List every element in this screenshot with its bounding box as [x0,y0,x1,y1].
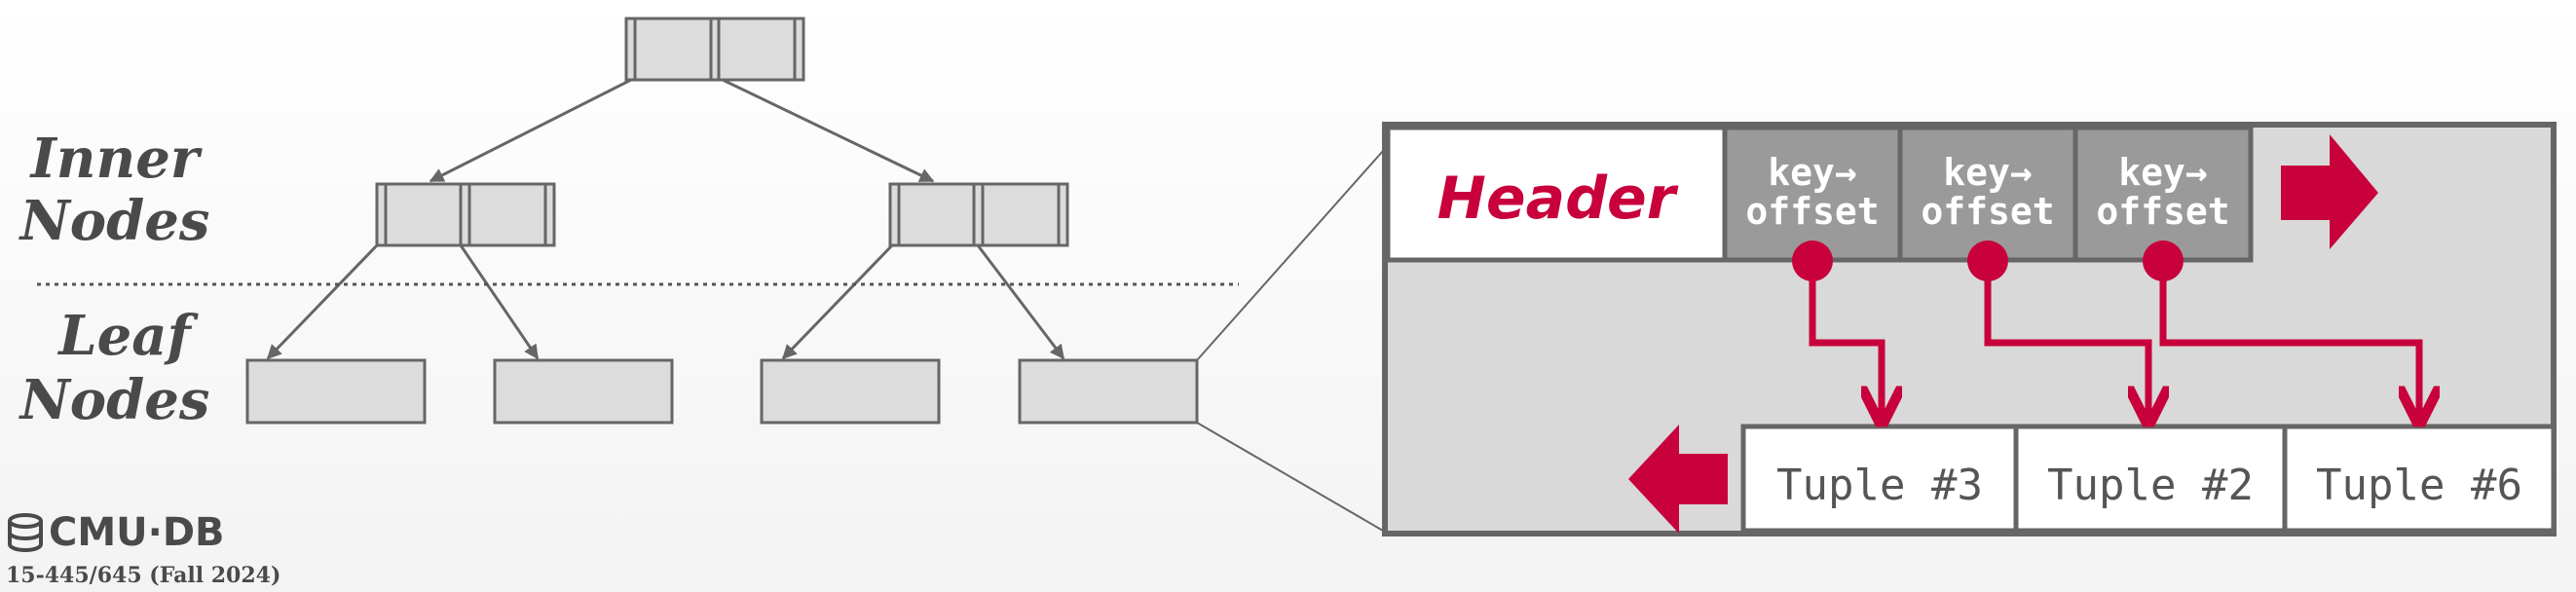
leaf-nodes [245,358,1199,425]
slot-offset-label: offset [1745,190,1879,233]
slot-key-label: key→ [2118,151,2208,194]
tuple-growth-arrow-icon [1628,425,1728,534]
logo-text: CMU·DB [49,510,225,555]
tree-edges [266,78,1065,360]
slot-pointer-dots [1792,240,2184,281]
leaf-label-line1: Leaf [56,304,199,368]
pointer-slot2-tuple2 [1984,261,2148,419]
slot-key-label: key→ [1943,151,2033,194]
root-node [624,17,805,82]
edge-inner1-leaf1 [266,243,379,360]
edge-inner1-leaf2 [459,244,540,360]
inner-label-line1: Inner [29,127,203,191]
leaf-node [760,358,941,425]
edge-root-left [429,78,632,183]
zoom-line-bottom [1196,422,1384,532]
slot-offset-label: offset [1921,190,2054,233]
slot-pointers [1809,261,2419,419]
edge-inner2-leaf3 [781,243,894,360]
leaf-page: Header key→ offset key→ offset key→ offs… [1382,122,2557,536]
pointer-slot3-tuple6 [2159,261,2419,419]
slot-growth-arrow-icon [2281,134,2378,249]
tuple-area: Tuple #3 Tuple #2 Tuple #6 [1740,424,2557,534]
leaf-node [245,358,427,425]
inner-node-left [375,182,556,247]
leaf-node [1018,358,1199,425]
zoom-line-top [1196,150,1384,361]
cmu-db-logo: CMU·DB [6,510,225,555]
tuple-label: Tuple #6 [2316,461,2522,510]
tuple-label: Tuple #2 [2047,461,2254,510]
edge-inner2-leaf4 [976,244,1065,360]
pointer-slot1-tuple3 [1809,261,1882,419]
course-label: 15-445/645 (Fall 2024) [6,563,281,588]
slot-cell [2072,125,2254,263]
inner-label-line2: Nodes [19,189,210,253]
slot-key-label: key→ [1768,151,1857,194]
pointer-dot [1792,240,1833,281]
pointer-dot [2143,240,2184,281]
slot-array: key→ offset key→ offset key→ offset [1722,125,2254,263]
tuple-label: Tuple #3 [1776,461,1983,510]
edge-root-right [722,78,935,183]
pointer-dot [1967,240,2008,281]
slot-offset-label: offset [2096,190,2229,233]
tuple-cell [2013,424,2288,534]
leaf-label-line2: Nodes [19,368,210,432]
leaf-node [493,358,674,425]
database-icon [8,513,43,552]
inner-node-right [888,182,1069,247]
header-label: Header [1437,165,1679,233]
